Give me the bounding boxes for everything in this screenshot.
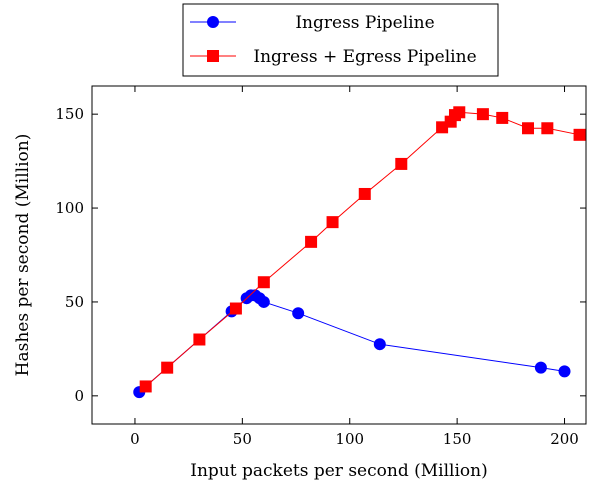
series-layer xyxy=(133,106,586,399)
series-2-point xyxy=(522,122,535,135)
series-2-point xyxy=(541,122,554,135)
series-1-point xyxy=(292,307,305,320)
series-2-point xyxy=(161,361,174,374)
legend-marker xyxy=(207,16,219,28)
series-2-line xyxy=(145,111,580,387)
y-tick-label: 150 xyxy=(55,105,84,123)
legend-frame xyxy=(182,3,499,77)
series-2-point xyxy=(229,302,242,315)
y-axis-title: Hashes per second (Million) xyxy=(13,134,33,377)
legend-label: Ingress + Egress Pipeline xyxy=(253,47,476,67)
series-2-point xyxy=(193,333,206,346)
series-2-point xyxy=(326,216,339,229)
series-2-point xyxy=(395,157,408,170)
y-tick-label: 0 xyxy=(74,387,84,405)
series-2-point xyxy=(496,111,509,124)
x-tick-label: 0 xyxy=(130,430,140,448)
series-1-point xyxy=(257,295,270,308)
x-tick-label: 200 xyxy=(550,430,579,448)
legend: Ingress Pipeline Ingress + Egress Pipelin… xyxy=(182,3,499,77)
y-tick-label: 50 xyxy=(65,293,84,311)
axis-ticks: 0 50 100 150 200 0 50 100 150 xyxy=(55,86,586,448)
series-1-point xyxy=(373,338,386,351)
series-2-point xyxy=(139,380,152,393)
series-1-point xyxy=(558,365,571,378)
x-tick-label: 100 xyxy=(335,430,364,448)
series-2-point xyxy=(476,108,489,121)
x-tick-label: 150 xyxy=(443,430,472,448)
legend-label: Ingress Pipeline xyxy=(295,13,434,33)
series-2 xyxy=(139,106,586,393)
series-2-point xyxy=(358,187,371,200)
series-1-point xyxy=(534,361,547,374)
series-2-point xyxy=(453,106,466,119)
plot-area-frame xyxy=(91,85,587,425)
y-tick-label: 100 xyxy=(55,199,84,217)
series-2-point xyxy=(257,276,270,289)
series-2-point xyxy=(305,235,318,248)
x-axis-title: Input packets per second (Million) xyxy=(190,461,487,481)
legend-marker xyxy=(207,50,219,62)
x-tick-label: 50 xyxy=(233,430,252,448)
series-2-point xyxy=(573,128,586,141)
